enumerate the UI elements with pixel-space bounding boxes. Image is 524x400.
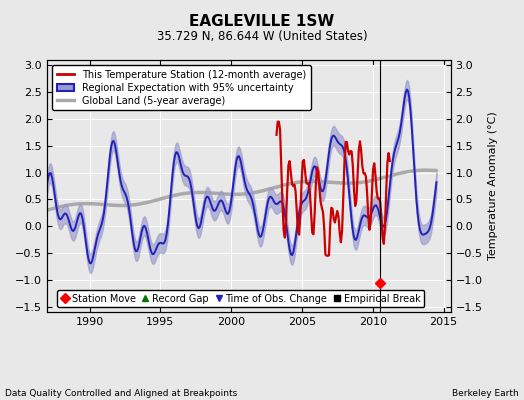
Text: Berkeley Earth: Berkeley Earth xyxy=(452,389,519,398)
Legend: Station Move, Record Gap, Time of Obs. Change, Empirical Break: Station Move, Record Gap, Time of Obs. C… xyxy=(57,290,424,307)
Text: 35.729 N, 86.644 W (United States): 35.729 N, 86.644 W (United States) xyxy=(157,30,367,43)
Y-axis label: Temperature Anomaly (°C): Temperature Anomaly (°C) xyxy=(488,112,498,260)
Text: EAGLEVILLE 1SW: EAGLEVILLE 1SW xyxy=(189,14,335,29)
Text: Data Quality Controlled and Aligned at Breakpoints: Data Quality Controlled and Aligned at B… xyxy=(5,389,237,398)
